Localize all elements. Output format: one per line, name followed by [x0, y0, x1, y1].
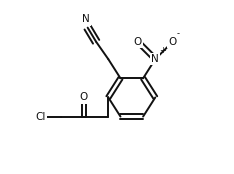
Text: Cl: Cl — [35, 112, 46, 122]
Text: -: - — [176, 29, 179, 38]
Text: O: O — [134, 37, 142, 47]
Text: N: N — [151, 54, 159, 64]
Text: +: + — [159, 46, 166, 55]
Text: N: N — [82, 14, 90, 24]
Text: O: O — [168, 37, 177, 47]
Text: O: O — [80, 92, 88, 102]
